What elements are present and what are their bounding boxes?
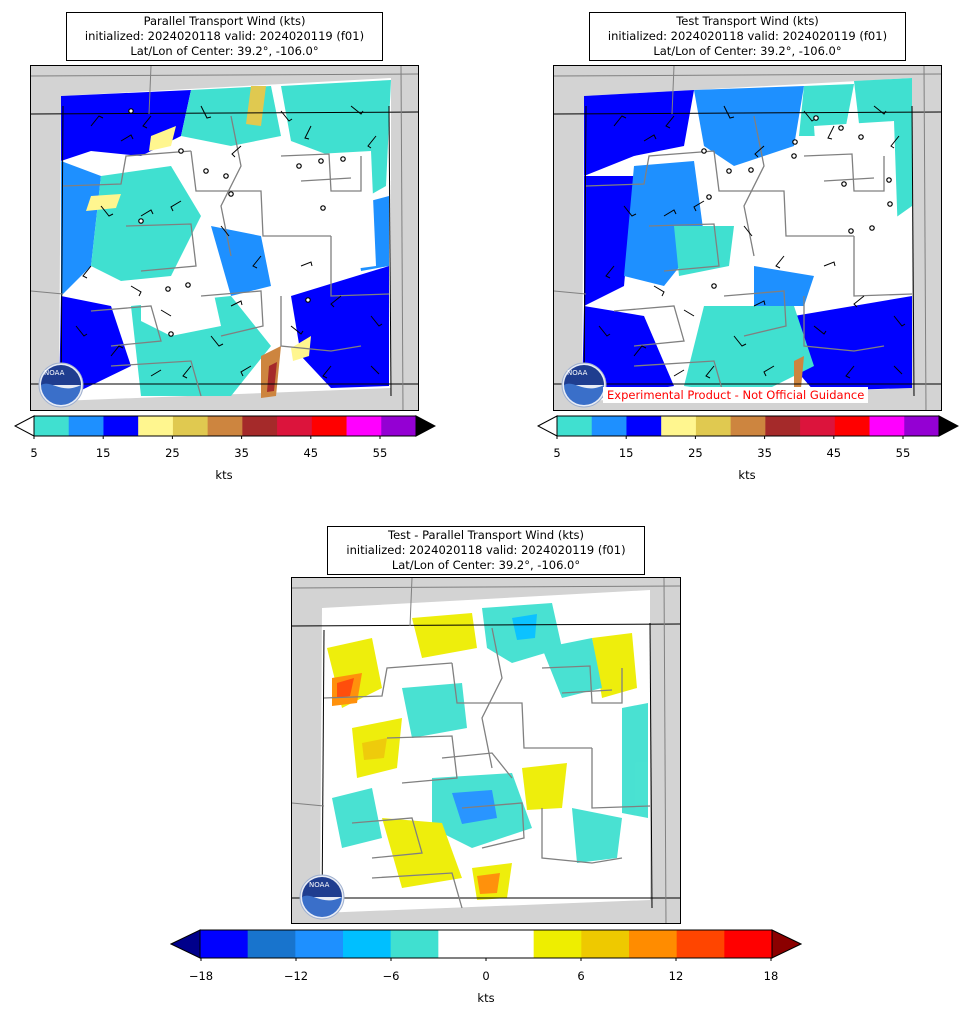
colorbar-segment (390, 930, 439, 958)
colorbar-segment (295, 930, 344, 958)
colorbar-over-extension (415, 415, 436, 437)
colorbar-under-extension (14, 415, 35, 437)
noaa-logo-icon (299, 874, 345, 920)
colorbar-segment (765, 416, 801, 436)
colorbar-segment (207, 416, 243, 436)
colorbar-tick-label: 45 (826, 446, 842, 460)
colorbar-segment (486, 930, 535, 958)
colorbar-segment (438, 930, 487, 958)
colorbar-segment (200, 930, 249, 958)
test-title-line2: initialized: 2024020118 valid: 202402011… (607, 29, 888, 43)
colorbar-segment (242, 416, 278, 436)
noaa-logo-icon (38, 362, 84, 408)
difference-title-line3: Lat/Lon of Center: 39.2°, -106.0° (391, 558, 581, 572)
colorbar-segment (311, 416, 348, 436)
colorbar-segment (381, 416, 417, 436)
difference-colorbar-unit: kts (477, 991, 495, 1005)
colorbar-tick-label: 18 (763, 969, 779, 983)
colorbar-tick-label: 55 (895, 446, 911, 460)
parallel-colorbar-unit: kts (215, 468, 233, 482)
parallel-title-line2: initialized: 2024020118 valid: 202402011… (84, 29, 365, 43)
difference-map (291, 577, 681, 924)
colorbar-segment (800, 416, 836, 436)
colorbar-tick-label: 12 (668, 969, 684, 983)
parallel-title: Parallel Transport Wind (kts) initialize… (66, 12, 383, 61)
colorbar-segment (834, 416, 871, 436)
colorbar-tick-label: 5 (553, 446, 561, 460)
colorbar-tick-label: 15 (95, 446, 111, 460)
test-logo-text: NOAA (567, 369, 588, 377)
colorbar-segment (591, 416, 627, 436)
colorbar-tick-label: 55 (372, 446, 388, 460)
colorbar-tick-label: 25 (165, 446, 180, 460)
parallel-map-canvas (31, 66, 418, 410)
colorbar-segment (581, 930, 630, 958)
colorbar-segment (557, 416, 593, 436)
test-title: Test Transport Wind (kts) initialized: 2… (589, 12, 906, 61)
colorbar-tick-label: 35 (757, 446, 772, 460)
colorbar-segment (904, 416, 940, 436)
colorbar-segment (629, 930, 678, 958)
test-colorbar-unit: kts (738, 468, 756, 482)
difference-logo-text: NOAA (309, 881, 330, 889)
colorbar-segment (277, 416, 313, 436)
colorbar-tick-label: −18 (188, 969, 214, 983)
test-map-canvas (554, 66, 941, 410)
difference-title: Test - Parallel Transport Wind (kts) ini… (327, 526, 645, 575)
colorbar-segment (695, 416, 732, 436)
colorbar-segment (138, 416, 174, 436)
parallel-title-line3: Lat/Lon of Center: 39.2°, -106.0° (130, 44, 319, 58)
parallel-title-line1: Parallel Transport Wind (kts) (143, 14, 306, 28)
parallel-colorbar (14, 415, 436, 439)
colorbar-segment (103, 416, 139, 436)
colorbar-over-extension (938, 415, 959, 437)
colorbar-tick-label: 15 (618, 446, 634, 460)
colorbar-tick-label: 45 (303, 446, 319, 460)
difference-title-line1: Test - Parallel Transport Wind (kts) (388, 528, 584, 542)
colorbar-tick-label: 0 (482, 969, 490, 983)
colorbar-segment (869, 416, 905, 436)
colorbar-segment (676, 930, 725, 958)
colorbar-segment (172, 416, 209, 436)
colorbar-segment (724, 930, 773, 958)
colorbar-segment (533, 930, 582, 958)
test-title-line3: Lat/Lon of Center: 39.2°, -106.0° (653, 44, 842, 58)
colorbar-over-extension (771, 929, 802, 959)
colorbar-segment (346, 416, 382, 436)
colorbar-segment (34, 416, 70, 436)
colorbar-tick-label: 6 (577, 969, 585, 983)
difference-map-canvas (292, 578, 680, 923)
colorbar-tick-label: 25 (688, 446, 703, 460)
difference-colorbar (170, 929, 802, 961)
colorbar-tick-label: −6 (382, 969, 400, 983)
colorbar-tick-label: 5 (30, 446, 38, 460)
difference-title-line2: initialized: 2024020118 valid: 202402011… (346, 543, 626, 557)
colorbar-tick-label: −12 (283, 969, 309, 983)
parallel-logo-text: NOAA (44, 369, 65, 377)
colorbar-segment (247, 930, 296, 958)
colorbar-tick-label: 35 (234, 446, 249, 460)
colorbar-under-extension (537, 415, 558, 437)
colorbar-under-extension (170, 929, 201, 959)
colorbar-segment (343, 930, 392, 958)
colorbar-segment (68, 416, 104, 436)
test-title-line1: Test Transport Wind (kts) (676, 14, 819, 28)
noaa-logo-icon (561, 362, 607, 408)
test-colorbar (537, 415, 959, 439)
parallel-map (30, 65, 419, 411)
test-map (553, 65, 942, 411)
colorbar-segment (626, 416, 662, 436)
colorbar-segment (661, 416, 697, 436)
colorbar-segment (730, 416, 766, 436)
experimental-disclaimer: Experimental Product - Not Official Guid… (603, 387, 869, 403)
